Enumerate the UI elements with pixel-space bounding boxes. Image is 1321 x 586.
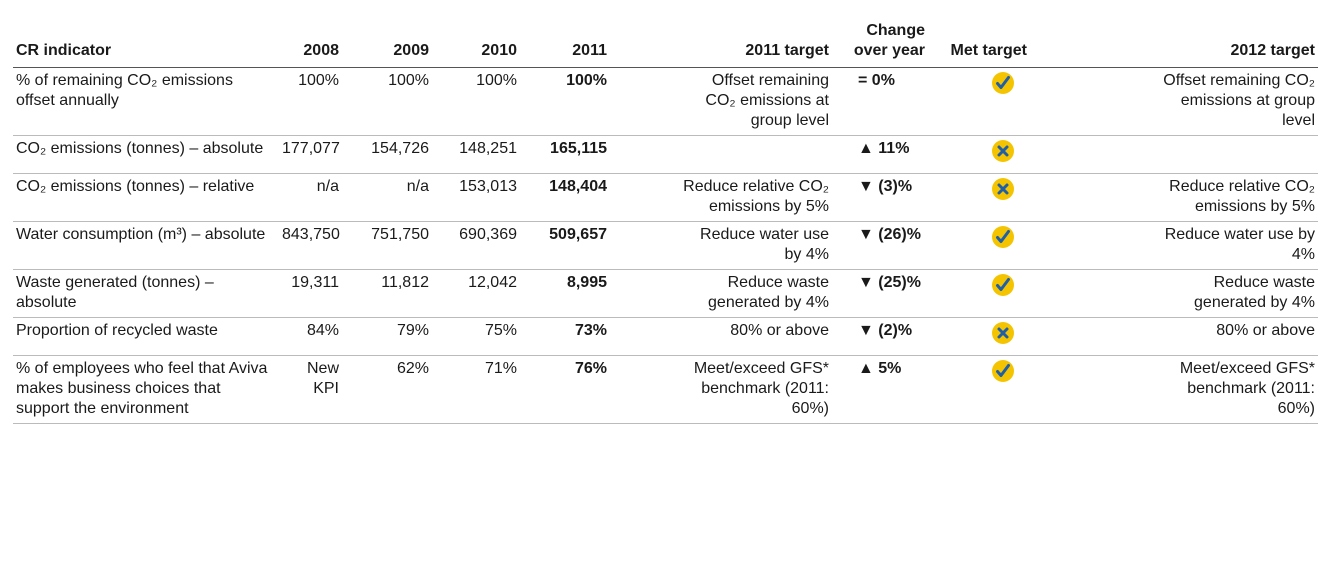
target-2011: Offset remaining CO₂ emissions at group …	[610, 67, 832, 136]
change: ▼ (26)%	[832, 221, 928, 270]
value: 8,995	[520, 269, 610, 318]
target-2012: Reduce water use by 4%	[1030, 221, 1318, 270]
value: 100%	[432, 67, 520, 136]
value: 100%	[279, 67, 342, 136]
target-2011: Reduce relative CO₂ emissions by 5%	[610, 173, 832, 222]
header-cell: 2008	[279, 18, 342, 68]
target-2011: Meet/exceed GFS* benchmark (2011: 60%)	[610, 355, 832, 424]
met-target	[928, 355, 1030, 424]
value: New KPI	[279, 355, 342, 424]
value: 843,750	[279, 221, 342, 270]
value: 690,369	[432, 221, 520, 270]
value: 19,311	[279, 269, 342, 318]
value: 100%	[342, 67, 432, 136]
met-target	[928, 317, 1030, 356]
value: 165,115	[520, 135, 610, 174]
header-cell: Change over year	[832, 18, 928, 68]
value: 76%	[520, 355, 610, 424]
indicator: % of employees who feel that Aviva makes…	[13, 355, 279, 424]
table-row: Water consumption (m³) – absolute 843,750…	[13, 221, 1318, 270]
table-row: CO₂ emissions (tonnes) – relative n/a n/a 1…	[13, 173, 1318, 222]
met-target	[928, 269, 1030, 318]
indicator: Waste generated (tonnes) – absolute	[13, 269, 279, 318]
check-icon	[992, 72, 1014, 94]
change: ▲ 11%	[832, 135, 928, 174]
target-2012: Meet/exceed GFS* benchmark (2011: 60%)	[1030, 355, 1318, 424]
met-target	[928, 221, 1030, 270]
value: n/a	[342, 173, 432, 222]
change: ▼ (3)%	[832, 173, 928, 222]
target-2012: 80% or above	[1030, 317, 1318, 356]
value: 79%	[342, 317, 432, 356]
met-target	[928, 67, 1030, 136]
header-row: CR indicator 2008 2009 2010 2011 2011 target C…	[13, 18, 1318, 68]
value: 11,812	[342, 269, 432, 318]
page: CR indicator 2008 2009 2010 2011 2011 target C…	[0, 18, 1321, 586]
header-cell: CR indicator	[13, 18, 279, 68]
target-2012: Reduce waste generated by 4%	[1030, 269, 1318, 318]
value: 751,750	[342, 221, 432, 270]
indicator: Proportion of recycled waste	[13, 317, 279, 356]
target-2012: Offset remaining CO₂ emissions at group …	[1030, 67, 1318, 136]
met-target	[928, 135, 1030, 174]
value: 153,013	[432, 173, 520, 222]
check-icon	[992, 360, 1014, 382]
header-cell: 2010	[432, 18, 520, 68]
value: 177,077	[279, 135, 342, 174]
target-2012	[1030, 135, 1318, 174]
value: 148,251	[432, 135, 520, 174]
target-2011: Reduce water use by 4%	[610, 221, 832, 270]
target-2011: Reduce waste generated by 4%	[610, 269, 832, 318]
check-icon	[992, 274, 1014, 296]
target-2011	[610, 135, 832, 174]
value: 75%	[432, 317, 520, 356]
change: = 0%	[832, 67, 928, 136]
table-row: Proportion of recycled waste 84% 79% 75% 73%…	[13, 317, 1318, 356]
cross-icon	[992, 140, 1014, 162]
table-row: % of employees who feel that Aviva makes…	[13, 355, 1318, 424]
table-row: CO₂ emissions (tonnes) – absolute 177,077…	[13, 135, 1318, 174]
header-cell: 2011 target	[610, 18, 832, 68]
indicator: CO₂ emissions (tonnes) – relative	[13, 173, 279, 222]
value: 12,042	[432, 269, 520, 318]
table-body: % of remaining CO₂ emissions offset annu…	[13, 67, 1318, 424]
value: n/a	[279, 173, 342, 222]
indicator: Water consumption (m³) – absolute	[13, 221, 279, 270]
met-target	[928, 173, 1030, 222]
value: 73%	[520, 317, 610, 356]
table-row: Waste generated (tonnes) – absolute 19,31…	[13, 269, 1318, 318]
value: 148,404	[520, 173, 610, 222]
change: ▼ (2)%	[832, 317, 928, 356]
change: ▼ (25)%	[832, 269, 928, 318]
header-cell: 2012 target	[1030, 18, 1318, 68]
table-row: % of remaining CO₂ emissions offset annu…	[13, 67, 1318, 136]
indicator: CO₂ emissions (tonnes) – absolute	[13, 135, 279, 174]
value: 62%	[342, 355, 432, 424]
header-cell: 2009	[342, 18, 432, 68]
value: 84%	[279, 317, 342, 356]
header-cell: Met target	[928, 18, 1030, 68]
value: 509,657	[520, 221, 610, 270]
cross-icon	[992, 322, 1014, 344]
check-icon	[992, 226, 1014, 248]
value: 100%	[520, 67, 610, 136]
value: 71%	[432, 355, 520, 424]
cr-table: CR indicator 2008 2009 2010 2011 2011 target C…	[13, 18, 1318, 424]
cross-icon	[992, 178, 1014, 200]
header-cell: 2011	[520, 18, 610, 68]
target-2011: 80% or above	[610, 317, 832, 356]
change: ▲ 5%	[832, 355, 928, 424]
indicator: % of remaining CO₂ emissions offset annu…	[13, 67, 279, 136]
value: 154,726	[342, 135, 432, 174]
target-2012: Reduce relative CO₂ emissions by 5%	[1030, 173, 1318, 222]
